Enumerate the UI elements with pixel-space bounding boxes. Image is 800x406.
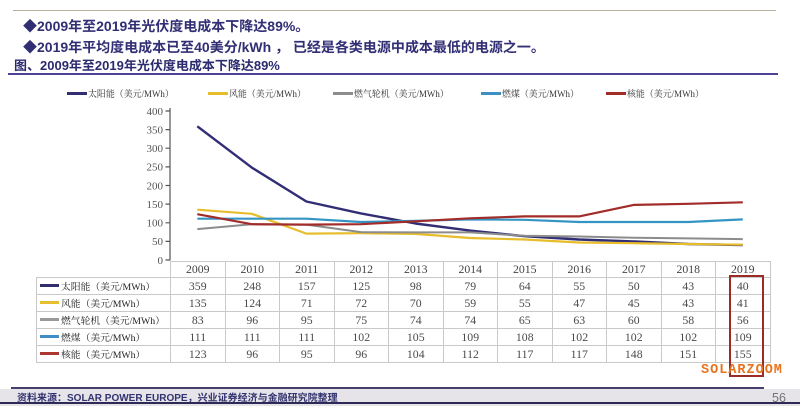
svg-text:50: 50 [152,236,164,248]
svg-text:250: 250 [147,162,164,174]
svg-text:150: 150 [147,199,164,211]
svg-text:200: 200 [147,180,164,192]
svg-text:350: 350 [147,124,164,136]
svg-text:400: 400 [147,106,164,118]
svg-text:100: 100 [147,218,164,230]
svg-text:300: 300 [147,143,164,155]
svg-text:0: 0 [158,255,164,267]
